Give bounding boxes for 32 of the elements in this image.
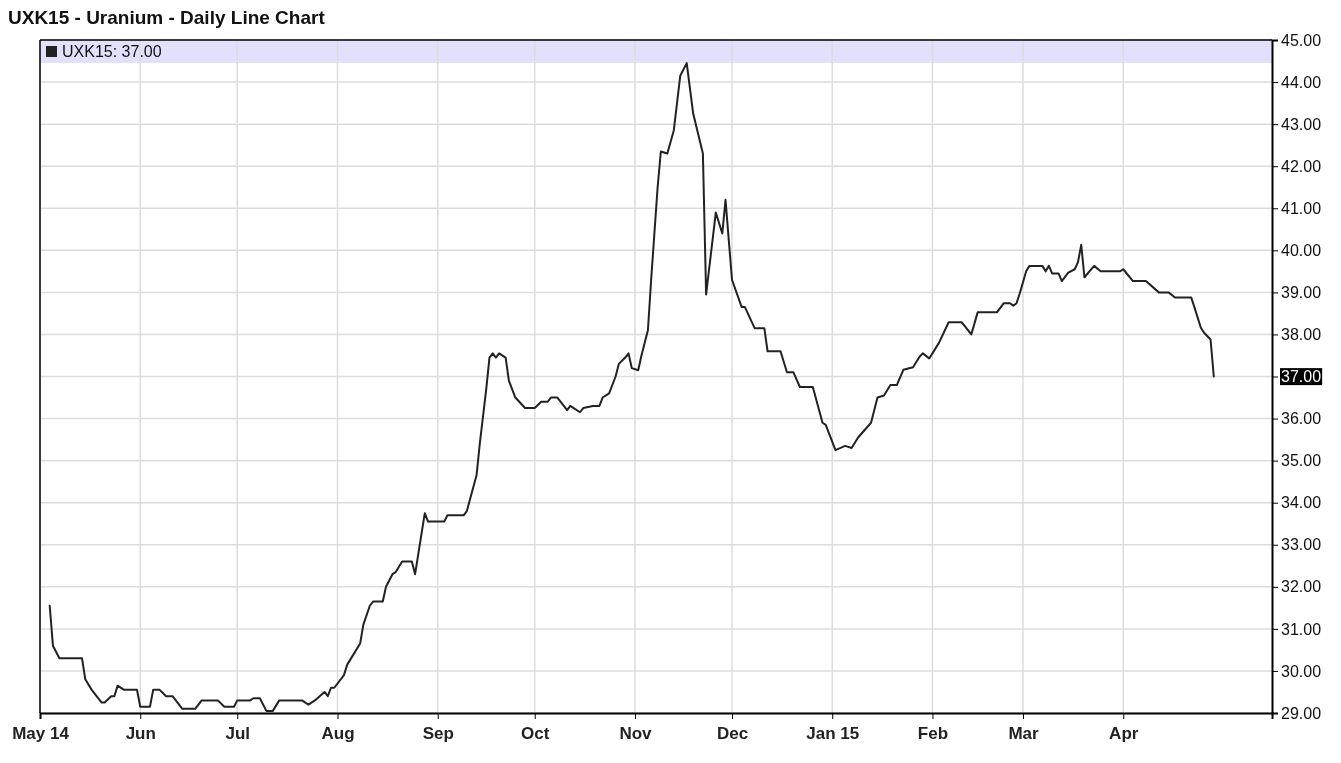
x-tick-label: Mar	[1008, 724, 1040, 743]
x-tick-label: Dec	[716, 724, 749, 743]
y-tick-label: 36.00	[1281, 410, 1322, 428]
legend-strip: UXK15: 37.00	[40, 40, 1272, 63]
y-tick-label: 43.00	[1281, 115, 1322, 133]
y-tick-label: 35.00	[1281, 452, 1322, 470]
x-tick-label: Apr	[1109, 724, 1139, 743]
y-tick-label: 30.00	[1281, 662, 1322, 680]
chart-title: UXK15 - Uranium - Daily Line Chart	[8, 7, 326, 28]
y-tick-label: 29.00	[1281, 704, 1322, 722]
x-tick-label: Feb	[917, 724, 949, 743]
x-tick-label: Jan 15	[806, 724, 860, 743]
x-tick-label: Oct	[521, 724, 550, 743]
y-tick-label: 40.00	[1281, 241, 1322, 259]
y-tick-label: 41.00	[1281, 199, 1322, 217]
x-tick-label: Sep	[422, 724, 454, 743]
y-tick-label: 39.00	[1281, 283, 1322, 301]
x-tick-label: Jul	[225, 724, 251, 743]
y-tick-label: 32.00	[1281, 578, 1322, 596]
x-tick-label: Aug	[321, 724, 355, 743]
y-tick-label: 42.00	[1281, 157, 1322, 175]
y-tick-label: 45.00	[1281, 31, 1322, 49]
x-tick-label: Jun	[125, 724, 156, 743]
x-tick-label: Nov	[619, 724, 653, 743]
x-tick-label: May 14	[12, 724, 70, 743]
y-tick-label: 44.00	[1281, 73, 1322, 91]
y-tick-label: 34.00	[1281, 494, 1322, 512]
y-tick-label: 38.00	[1281, 326, 1322, 344]
legend-label: UXK15: 37.00	[62, 43, 162, 60]
y-tick-label: 33.00	[1281, 536, 1322, 554]
line-series	[48, 62, 1215, 712]
y-tick-label: 31.00	[1281, 620, 1322, 638]
